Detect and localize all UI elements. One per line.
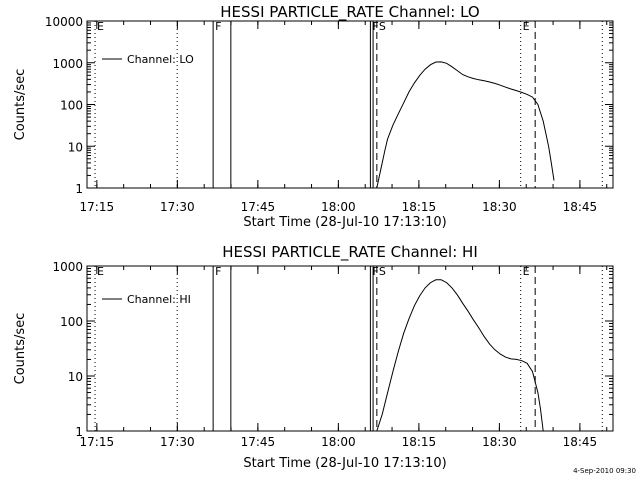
y-tick-label: 1000: [52, 57, 83, 71]
event-marker-label: E: [523, 265, 530, 278]
x-tick-label: 17:15: [80, 200, 115, 214]
x-tick-label: 17:45: [241, 200, 276, 214]
chart-panel-2: HESSI PARTICLE_RATE Channel: HI Start Tim…: [13, 243, 614, 471]
x-tick-label: 18:00: [321, 435, 356, 449]
event-marker-label: E: [523, 20, 530, 33]
legend-label: Channel: HI: [127, 293, 191, 306]
chart-title: HESSI PARTICLE_RATE Channel: LO: [220, 3, 479, 22]
event-marker-label: F: [215, 265, 221, 278]
y-tick-label: 1: [75, 182, 83, 196]
event-marker-label: F: [372, 265, 378, 278]
event-marker-label: E: [97, 20, 104, 33]
x-tick-label: 17:30: [160, 200, 195, 214]
x-tick-label: 18:00: [321, 200, 356, 214]
x-tick-label: 18:15: [402, 200, 437, 214]
event-marker-label: S: [379, 20, 386, 33]
x-tick-label: 18:45: [563, 435, 598, 449]
y-axis-label: Counts/sec: [13, 69, 28, 141]
y-tick-label: 10: [68, 140, 83, 154]
y-axis-label: Counts/sec: [13, 313, 28, 385]
y-tick-label: 1: [75, 425, 83, 439]
x-tick-label: 18:15: [402, 435, 437, 449]
chart-title: HESSI PARTICLE_RATE Channel: HI: [222, 243, 478, 262]
y-tick-label: 10: [68, 370, 83, 384]
x-tick-label: 17:45: [241, 435, 276, 449]
x-tick-label: 18:30: [482, 435, 517, 449]
event-marker-label: E: [97, 265, 104, 278]
x-axis-label: Start Time (28-Jul-10 17:13:10): [243, 456, 446, 471]
series-line: [376, 279, 544, 432]
event-marker-label: F: [372, 20, 378, 33]
x-tick-label: 17:30: [160, 435, 195, 449]
x-tick-label: 18:30: [482, 200, 517, 214]
event-marker-label: F: [215, 20, 221, 33]
chart-panel-1: HESSI PARTICLE_RATE Channel: LO Start Tim…: [13, 3, 614, 230]
x-tick-label: 17:15: [80, 435, 115, 449]
series-line: [376, 61, 555, 189]
x-axis-label: Start Time (28-Jul-10 17:13:10): [243, 215, 446, 230]
y-tick-label: 100: [60, 315, 83, 329]
plot-frame: [86, 20, 614, 189]
x-tick-label: 18:45: [563, 200, 598, 214]
y-tick-label: 1000: [52, 260, 83, 274]
legend-label: Channel: LO: [127, 53, 194, 66]
y-tick-label: 10000: [45, 15, 83, 29]
y-tick-label: 100: [60, 99, 83, 113]
timestamp-stamp: 4-Sep-2010 09:30: [573, 467, 636, 475]
plot-frame: [86, 265, 614, 432]
event-marker-label: S: [379, 265, 386, 278]
